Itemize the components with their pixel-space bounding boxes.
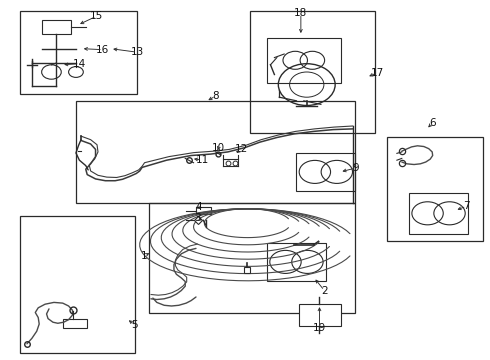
Text: 7: 7 xyxy=(463,201,470,211)
Polygon shape xyxy=(196,207,211,214)
Text: 12: 12 xyxy=(234,144,248,154)
Text: 14: 14 xyxy=(73,59,86,69)
Text: 19: 19 xyxy=(313,323,326,333)
Text: 9: 9 xyxy=(352,163,359,173)
Text: 2: 2 xyxy=(321,285,328,296)
Text: 1: 1 xyxy=(141,251,148,261)
Text: 11: 11 xyxy=(196,155,209,165)
Polygon shape xyxy=(299,304,341,326)
Text: 13: 13 xyxy=(130,47,144,57)
Text: 17: 17 xyxy=(370,68,384,78)
Text: 4: 4 xyxy=(195,202,202,212)
Text: 10: 10 xyxy=(212,143,225,153)
Polygon shape xyxy=(63,319,87,328)
Polygon shape xyxy=(42,20,71,34)
Text: 16: 16 xyxy=(96,45,110,55)
Text: 6: 6 xyxy=(429,118,436,128)
Text: 18: 18 xyxy=(294,8,308,18)
Text: 15: 15 xyxy=(90,11,103,21)
Text: 5: 5 xyxy=(131,320,138,330)
Text: 8: 8 xyxy=(212,91,219,101)
Text: 3: 3 xyxy=(194,213,200,223)
